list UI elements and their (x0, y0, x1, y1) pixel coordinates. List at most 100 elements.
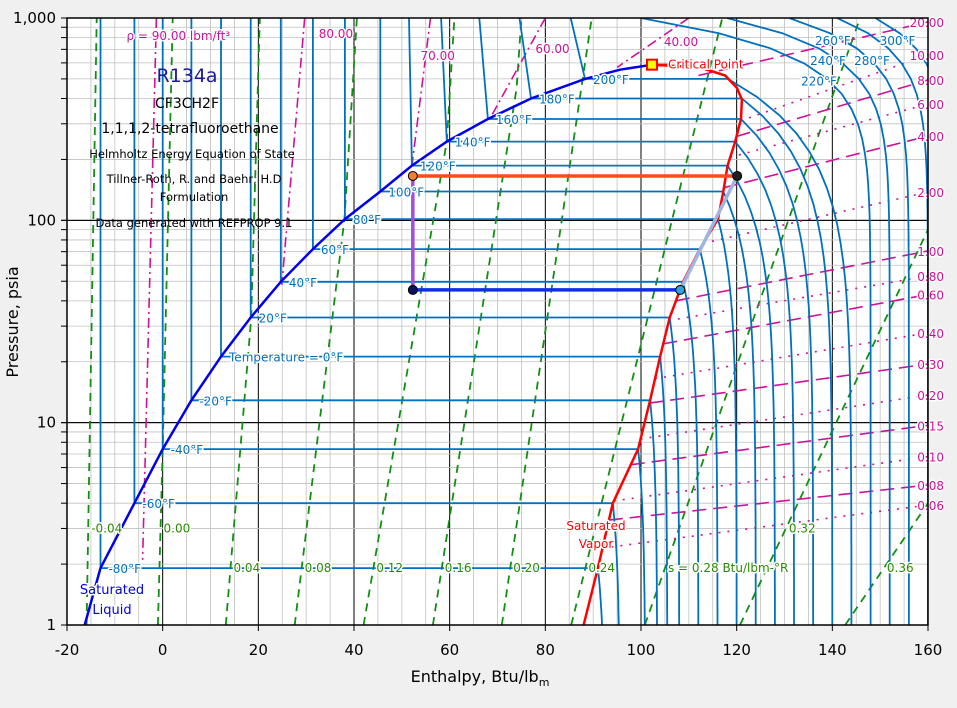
isotherm-label: 120°F (420, 160, 456, 174)
cycle-point-compressor-outlet (732, 170, 743, 181)
isotherm-line (279, 18, 700, 625)
isotherm-line (161, 18, 646, 625)
isotherm-line (344, 18, 738, 625)
x-tick-label: 80 (536, 641, 555, 659)
isochore-line (698, 21, 928, 77)
isotherm-label: 300°F (880, 34, 916, 48)
isochore-label: 1.00 (917, 245, 944, 259)
y-tick-label: 10 (37, 414, 56, 432)
isotherm-label: -60°F (142, 497, 175, 511)
isotherm-line (440, 18, 795, 625)
isochore-line (411, 18, 432, 166)
isotherm-line (836, 18, 928, 625)
isentrope-label: 0.32 (789, 521, 816, 535)
isentrope-label: 0.20 (513, 561, 540, 575)
isochore-line (663, 293, 928, 345)
y-tick-label: 1,000 (13, 9, 56, 27)
isochore-label: 70.00 (421, 49, 455, 63)
chemical-name: 1,1,1,2-tetrafluoroethane (101, 121, 278, 137)
chart-title: R134a (156, 65, 217, 87)
isotherm-label: 220°F (801, 75, 837, 89)
isochore-line (654, 332, 928, 380)
y-tick-label: 100 (27, 211, 56, 229)
critical-point-marker (646, 58, 659, 71)
isentrope-label: -0.04 (91, 521, 122, 535)
isotherm-label: 160°F (496, 113, 532, 127)
x-tick-label: 140 (818, 641, 847, 659)
isochore-label: 2.00 (917, 186, 944, 200)
x-axis-title: Enthalpy, Btu/lbm (411, 667, 550, 689)
isotherm-line (312, 18, 719, 625)
x-tick-label: 20 (249, 641, 268, 659)
isentrope-line (643, 18, 861, 625)
x-tick-label: 160 (914, 641, 943, 659)
isentrope-label: s = 0.28 Btu/lbm-°R (668, 561, 788, 575)
isotherm-label: 240°F (810, 54, 846, 68)
isotherm-label: -40°F (171, 443, 204, 457)
isochore-label: 6.00 (917, 98, 944, 112)
isentrope-line (85, 18, 98, 625)
saturated-vapor-label: Vapor (579, 537, 614, 551)
isochore-label: 80.00 (319, 27, 353, 41)
isentrope-label: 0.24 (588, 561, 615, 575)
saturated-liquid-label: Liquid (92, 603, 131, 618)
isotherm-label: 200°F (593, 73, 629, 87)
isochore-label: 4.00 (917, 130, 944, 144)
isochore-label: 8.00 (917, 74, 944, 88)
cycle-point-condenser-outlet (407, 170, 418, 181)
isochore-line (608, 484, 928, 521)
formulation-label: Formulation (160, 190, 229, 204)
isochore-label: 0.30 (917, 358, 944, 372)
x-tick-label: 60 (440, 641, 459, 659)
isochore-label: 40.00 (664, 35, 698, 49)
isotherm-label: 140°F (455, 136, 491, 150)
x-tick-label: 120 (722, 641, 751, 659)
isotherm-line (379, 18, 757, 625)
isotherm-line (99, 18, 603, 625)
isotherm-line (220, 18, 669, 625)
isotherm-line (133, 18, 620, 625)
curve-labels: -0.04 0.00 0.04 0.08 0.12 0.16 0.20 0.24 s = 0.2… (78, 14, 945, 619)
cycle-segment (678, 175, 739, 291)
cycle-point-evaporator-inlet (407, 284, 418, 295)
x-tick-label: 0 (158, 641, 168, 659)
x-tick-label: 40 (344, 641, 363, 659)
plot-border (66, 17, 929, 626)
isochore-label: 0.20 (917, 389, 944, 403)
eos-label: Helmholtz Energy Equation of State (89, 147, 295, 161)
isentrope-label: 0.12 (376, 561, 403, 575)
isochore-label: 10.00 (910, 49, 944, 63)
saturated-vapor-label: Saturated (566, 519, 625, 533)
isotherm-label: 60°F (321, 243, 349, 257)
isochore-label: 0.06 (917, 499, 944, 513)
saturated-liquid-curve (83, 63, 653, 625)
isochore-label: 0.15 (917, 419, 944, 433)
isotherm-line (726, 18, 891, 625)
isotherm-label: 260°F (815, 34, 851, 48)
isotherm-label: -20°F (199, 394, 232, 408)
curves (83, 18, 928, 625)
source-label: Data generated with REFPROP 9.1 (96, 216, 293, 230)
isotherm-line (569, 18, 853, 625)
isochore-line (736, 79, 928, 138)
y-axis-title: Pressure, psia (3, 266, 22, 377)
isentrope-label: 0.36 (887, 561, 914, 575)
isotherm-line (478, 18, 815, 625)
isotherm-label: 80°F (353, 213, 381, 227)
isochore-label: 0.08 (917, 479, 944, 493)
isentrope-line (739, 229, 928, 625)
formula: CF3CH2F (155, 96, 219, 112)
x-tick-label: -20 (55, 641, 80, 659)
isentrope-label: 0.16 (445, 561, 472, 575)
isochore-label: 0.40 (917, 327, 944, 341)
isochore-label: 0.10 (917, 451, 944, 465)
isentrope-label: 0.08 (305, 561, 332, 575)
axes: -20 0 20 40 60 80 100 120 140 160 1 10 100 1,000 (13, 9, 942, 659)
isentrope-line (844, 502, 928, 625)
isochore-line (616, 18, 690, 69)
isotherm-line (640, 18, 872, 625)
isotherm-label: 100°F (388, 185, 424, 199)
isochore-line (740, 54, 928, 122)
y-tick-label: 1 (46, 616, 56, 634)
